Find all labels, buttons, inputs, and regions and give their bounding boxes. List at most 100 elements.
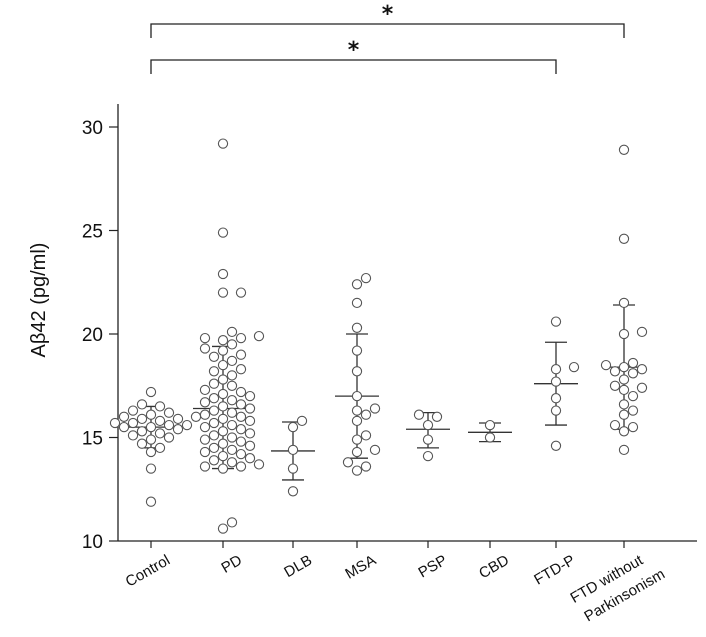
- data-point: [360, 409, 372, 420]
- data-point: [217, 401, 229, 412]
- data-point: [360, 430, 372, 441]
- y-tick-label: 30: [82, 118, 103, 139]
- data-point: [208, 378, 220, 389]
- data-point: [342, 457, 354, 468]
- data-point: [351, 465, 363, 476]
- data-point: [244, 390, 256, 402]
- data-point: [351, 390, 363, 402]
- x-tick-label-line: PD: [218, 552, 245, 577]
- data-point: [636, 326, 648, 338]
- x-tick-label-line: MSA: [342, 552, 379, 583]
- data-point: [118, 411, 130, 422]
- data-point: [217, 227, 229, 238]
- data-point: [136, 413, 148, 425]
- data-point: [208, 393, 220, 404]
- data-point: [431, 411, 443, 422]
- data-point: [217, 463, 229, 474]
- data-point: [235, 364, 247, 375]
- data-point: [235, 349, 247, 360]
- data-point: [181, 419, 193, 431]
- data-point: [109, 417, 121, 429]
- data-point: [208, 417, 220, 429]
- data-point: [199, 332, 211, 344]
- data-point: [199, 343, 211, 354]
- data-point: [287, 486, 299, 497]
- data-point: [127, 417, 139, 429]
- data-point: [199, 421, 211, 433]
- data-point: [217, 426, 229, 437]
- data-point: [226, 444, 238, 456]
- data-point: [618, 399, 630, 410]
- data-point: [217, 287, 229, 298]
- data-point: [618, 409, 630, 420]
- y-tick-label: 25: [82, 222, 103, 243]
- data-point: [235, 332, 247, 344]
- data-point: [351, 322, 363, 333]
- y-axis-title: Aβ42 (pg/ml): [28, 243, 50, 358]
- data-point: [199, 409, 211, 420]
- significance-star: *: [348, 38, 360, 63]
- data-point: [208, 351, 220, 362]
- data-point: [226, 419, 238, 431]
- data-point: [351, 345, 363, 356]
- data-point: [163, 432, 175, 443]
- data-point: [145, 434, 157, 445]
- data-point: [235, 436, 247, 447]
- data-point: [609, 419, 621, 431]
- data-point: [145, 386, 157, 398]
- data-point: [226, 432, 238, 443]
- data-point: [199, 434, 211, 445]
- data-point: [235, 399, 247, 410]
- data-point: [199, 384, 211, 396]
- data-point: [235, 424, 247, 435]
- data-point: [235, 287, 247, 298]
- data-point: [136, 426, 148, 437]
- data-point: [287, 463, 299, 474]
- data-point: [217, 388, 229, 400]
- significance-star: *: [382, 2, 394, 27]
- data-point: [127, 405, 139, 416]
- data-point: [422, 419, 434, 431]
- data-point: [627, 390, 639, 402]
- data-point: [244, 440, 256, 451]
- data-point: [226, 370, 238, 381]
- data-point: [287, 421, 299, 433]
- data-point: [351, 297, 363, 309]
- data-point: [226, 339, 238, 350]
- data-point: [550, 393, 562, 404]
- data-point: [618, 426, 630, 437]
- data-point: [136, 399, 148, 410]
- x-tick-label-line: DLB: [281, 552, 315, 581]
- data-point: [413, 409, 425, 420]
- data-point: [217, 374, 229, 385]
- significance-bracket: [150, 59, 557, 74]
- data-point: [235, 448, 247, 460]
- data-point: [351, 366, 363, 377]
- data-point: [145, 463, 157, 474]
- data-point: [145, 496, 157, 507]
- x-tick-label-pd: PD: [218, 552, 245, 577]
- y-tick-label: 10: [82, 532, 103, 553]
- data-point: [360, 272, 372, 284]
- data-point: [208, 442, 220, 454]
- data-point: [208, 366, 220, 377]
- data-point: [600, 359, 612, 371]
- y-tick-label: 20: [82, 325, 103, 346]
- data-point: [369, 444, 381, 456]
- data-point: [287, 444, 299, 456]
- data-point: [217, 335, 229, 346]
- significance-brackets: **: [150, 2, 625, 74]
- data-point: [217, 523, 229, 534]
- data-point: [422, 434, 434, 445]
- data-point: [550, 440, 562, 451]
- data-point: [422, 450, 434, 462]
- data-point: [235, 386, 247, 398]
- data-point: [226, 326, 238, 338]
- data-point: [618, 384, 630, 396]
- data-point: [208, 430, 220, 441]
- data-point: [226, 380, 238, 391]
- data-point: [127, 430, 139, 441]
- data-point: [154, 442, 166, 454]
- data-point: [226, 407, 238, 418]
